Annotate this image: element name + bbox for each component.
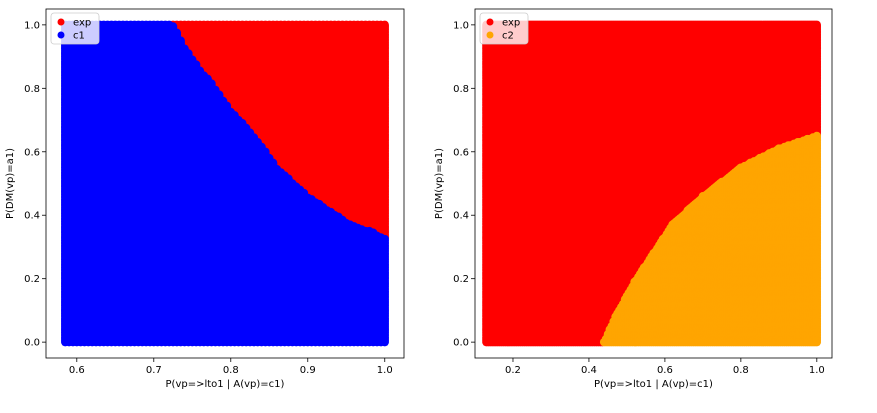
chart-panel-left: 0.6 0.7 0.8 0.9 1.00.00.20.40.60.81.0P(vp=>l… (5, 8, 405, 390)
plot-area (61, 20, 389, 347)
data-point-exp (380, 20, 389, 30)
